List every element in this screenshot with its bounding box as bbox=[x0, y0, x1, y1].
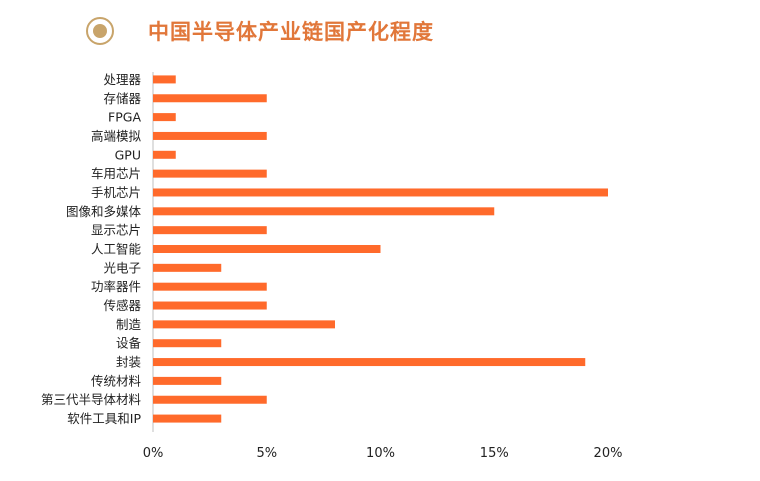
target-dot bbox=[93, 24, 107, 38]
target-circle-icon bbox=[86, 17, 114, 45]
category-label: 处理器 bbox=[103, 72, 141, 87]
category-label: 功率器件 bbox=[91, 279, 141, 294]
bar-7 bbox=[153, 207, 495, 216]
bar-0 bbox=[153, 75, 176, 84]
bar-5 bbox=[153, 169, 267, 178]
category-label: 封装 bbox=[116, 355, 141, 370]
bar-2 bbox=[153, 113, 176, 122]
category-label: 制造 bbox=[116, 317, 142, 332]
chart-header: 中国半导体产业链国产化程度 bbox=[86, 14, 434, 48]
category-label: 软件工具和IP bbox=[67, 411, 141, 426]
category-label: GPU bbox=[115, 147, 141, 162]
x-tick-label: 20% bbox=[594, 446, 623, 461]
bar-4 bbox=[153, 150, 176, 159]
category-label: 图像和多媒体 bbox=[66, 204, 142, 219]
bar-3 bbox=[153, 131, 267, 140]
category-label: 设备 bbox=[116, 336, 142, 351]
category-label: 车用芯片 bbox=[91, 166, 141, 181]
bar-1 bbox=[153, 94, 267, 103]
category-label: 光电子 bbox=[103, 260, 141, 275]
bar-11 bbox=[153, 282, 267, 291]
x-tick-label: 0% bbox=[143, 446, 164, 461]
category-label: 显示芯片 bbox=[91, 223, 141, 238]
bar-9 bbox=[153, 245, 381, 253]
category-label: 手机芯片 bbox=[91, 185, 141, 200]
target-ring bbox=[86, 17, 114, 45]
category-label: 存储器 bbox=[103, 91, 141, 106]
category-label: 第三代半导体材料 bbox=[41, 392, 142, 407]
page-title: 中国半导体产业链国产化程度 bbox=[148, 19, 434, 44]
bar-17 bbox=[153, 395, 267, 404]
category-label: 高端模拟 bbox=[91, 128, 142, 143]
x-tick-label: 15% bbox=[480, 446, 509, 461]
x-tick-label: 5% bbox=[256, 446, 277, 461]
bar-14 bbox=[153, 339, 222, 348]
x-tick-label: 10% bbox=[366, 446, 395, 461]
bar-8 bbox=[153, 226, 267, 235]
bar-15 bbox=[153, 358, 586, 367]
bar-10 bbox=[153, 263, 222, 272]
bar-13 bbox=[153, 320, 335, 329]
category-label: 传感器 bbox=[103, 298, 141, 313]
bar-6 bbox=[153, 188, 608, 197]
bar-16 bbox=[153, 376, 222, 385]
bar-18 bbox=[153, 414, 222, 423]
category-label: 人工智能 bbox=[91, 242, 142, 257]
bar-12 bbox=[153, 301, 267, 310]
category-label: 传统材料 bbox=[91, 373, 142, 388]
category-label: FPGA bbox=[108, 110, 141, 125]
